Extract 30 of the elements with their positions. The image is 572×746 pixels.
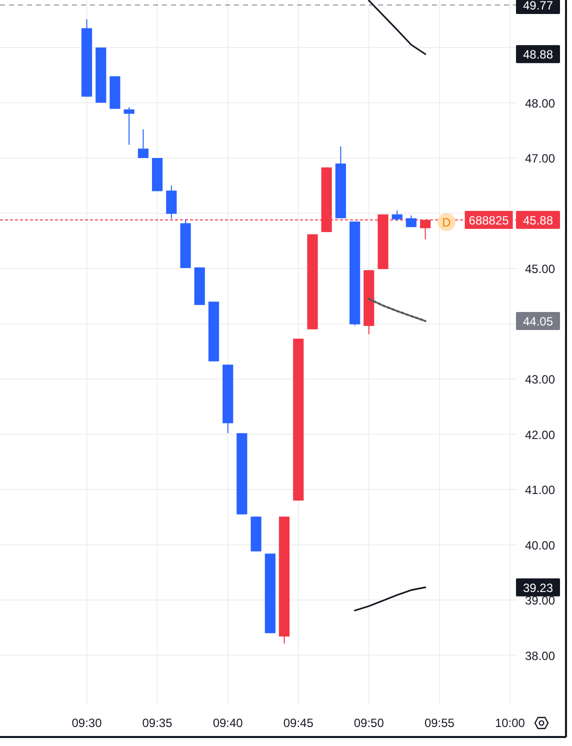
y-tick-label: 48.00 (524, 96, 556, 110)
y-tick-label: 47.00 (524, 152, 556, 166)
y-tick-label: 43.00 (524, 372, 556, 387)
y-tick-label: 45.00 (524, 262, 556, 276)
x-tick-label: 09:50 (354, 716, 384, 730)
ref-line-label: 45.88 (522, 213, 554, 228)
y-tick-label: 42.00 (524, 428, 556, 442)
candlestick (124, 106, 134, 146)
y-tick-label: 41.00 (524, 483, 556, 498)
candlestick (166, 185, 177, 220)
x-tick-label: 09:40 (212, 716, 244, 730)
x-tick-label: 09:35 (142, 716, 173, 730)
x-tick-label: 10:00 (494, 716, 526, 730)
line-series (368, 0, 426, 55)
x-tick-label: 09:45 (283, 716, 314, 730)
annotation: 688825 (468, 213, 510, 228)
line-series (368, 298, 426, 322)
y2-tick-label: 39.23 (522, 580, 554, 595)
candlestick (138, 128, 149, 159)
line-series (354, 586, 426, 612)
y-tick-label: 40.00 (524, 538, 556, 552)
y-tick-label: 38.00 (524, 648, 556, 663)
y2-tick-label: 44.05 (522, 314, 554, 329)
y2-tick-label: 48.88 (522, 48, 554, 62)
ref-line-label: 49.77 (522, 0, 554, 12)
y-tick-label: 39.00 (524, 594, 556, 608)
annotation: D (442, 216, 452, 230)
x-tick-label: 09:55 (424, 716, 455, 730)
candlestick (392, 210, 402, 222)
x-tick-label: 09:30 (72, 716, 102, 730)
